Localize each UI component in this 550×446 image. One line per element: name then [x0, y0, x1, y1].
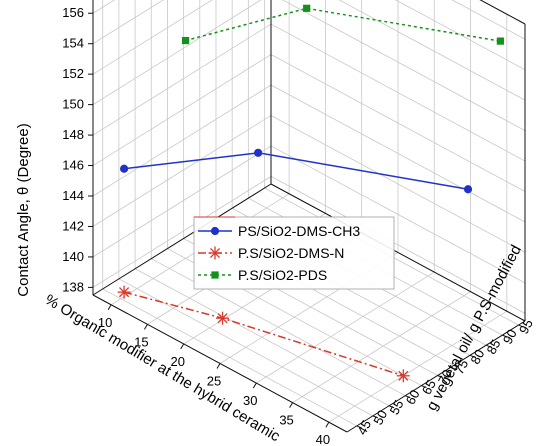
z-grid-left-wall: [92, 84, 272, 197]
floor-edge: [270, 183, 526, 322]
x-tick-mark: [289, 402, 294, 408]
z-grid-left-wall: [92, 0, 262, 105]
z-tick-label: 154: [62, 36, 84, 51]
x-grid-floor: [328, 310, 508, 423]
x-axis-title: % Organic modifier at the hybrid ceramic: [42, 291, 283, 445]
legend-label-3: P.S/SiO2-PDS: [238, 267, 327, 283]
y-axis-title: g vegetal oil/ g P.S-modified: [423, 242, 525, 413]
legend-box: [193, 216, 395, 290]
y-tick-mark: [405, 395, 411, 399]
x-tick-label: 30: [243, 393, 257, 408]
z-grid-left-wall: [92, 0, 164, 45]
y-tick-label: 45: [354, 418, 374, 438]
data-point-1: [119, 164, 129, 173]
y-axis-line: [346, 320, 526, 433]
z-grid-left-wall: [92, 0, 115, 14]
y-tick-label: 50: [370, 407, 390, 427]
data-point-1: [463, 185, 473, 194]
y-tick-label: 80: [467, 347, 487, 367]
z-tick-label: 150: [62, 97, 84, 112]
x-tick-mark: [252, 382, 257, 389]
x-tick-label: 20: [170, 354, 184, 369]
x-tick-label: 15: [134, 334, 148, 349]
floor-edge: [92, 183, 272, 296]
data-point-2: [396, 369, 410, 383]
x-tick-label: 35: [279, 413, 293, 428]
z-tick-label: 156: [62, 5, 84, 20]
z-grid-left-wall: [92, 54, 272, 166]
y-tick-label: 75: [451, 357, 471, 377]
z-grid-left-wall: [92, 176, 272, 288]
y-tick-label: 90: [500, 327, 520, 347]
y-tick-mark: [437, 375, 443, 378]
z-tick-label: 138: [62, 279, 84, 294]
z-tick-label: 146: [62, 158, 84, 173]
x-tick-mark: [216, 363, 221, 369]
data-point-3: [303, 4, 311, 12]
legend-label-1: PS/SiO2-DMS-CH3: [238, 223, 360, 239]
y-tick-mark: [469, 354, 476, 358]
y-tick-label: 60: [403, 387, 423, 407]
x-tick-label: 25: [207, 374, 221, 389]
z-tick-label: 152: [62, 66, 84, 81]
y-tick-label: 70: [435, 367, 455, 387]
y-tick-mark: [388, 405, 395, 409]
z-grid-left-wall: [92, 145, 272, 258]
series-line-3: [185, 7, 501, 42]
y-tick-mark: [518, 324, 524, 328]
series-layer: [117, 4, 504, 383]
legend-label-2: P.S/SiO2-DMS-N: [238, 245, 344, 261]
data-point-2: [117, 285, 131, 299]
series-line-1: [123, 152, 469, 190]
x-grid-floor: [256, 271, 435, 384]
z-axis-title: Contact Angle, θ (Degree): [15, 123, 32, 296]
z-grid-left-wall: [92, 0, 213, 75]
legend-marker-2: [208, 246, 222, 260]
x-tick-label: 10: [98, 315, 112, 330]
top-edge: [479, 0, 526, 25]
y-tick-label: 65: [419, 377, 439, 397]
y-tick-mark: [356, 425, 362, 429]
z-tick-label: 144: [62, 188, 84, 203]
legend: PS/SiO2-DMS-CH3 P.S/SiO2-DMS-N P.S/SiO2-PD…: [193, 216, 395, 290]
x-grid-floor: [292, 291, 471, 403]
y-tick-mark: [421, 385, 427, 389]
z-tick-labels: 138 140 142 144 146 148 150 152 154 156: [62, 5, 93, 294]
box-frame: [92, 0, 526, 433]
y-tick-label: 95: [516, 317, 536, 337]
z-tick-label: 142: [62, 218, 84, 233]
y-grid-floor: [102, 288, 357, 427]
x-tick-labels: 10 15 20 25 30 35 40: [98, 304, 330, 446]
data-point-1: [254, 148, 263, 157]
legend-marker-3: [211, 271, 219, 279]
y-tick-mark: [453, 364, 459, 368]
x-tick-label: 40: [316, 432, 330, 446]
z-tick-label: 140: [62, 249, 84, 264]
x-tick-mark: [325, 421, 330, 428]
y-tick-mark: [485, 344, 492, 348]
z-grid-left-wall: [92, 115, 272, 227]
z-grid-back-wall: [451, 0, 526, 40]
legend-marker-1: [210, 226, 220, 236]
y-tick-label: 55: [386, 397, 406, 417]
y-tick-mark: [372, 415, 379, 419]
x-tick-mark: [143, 324, 148, 330]
x-tick-mark: [180, 343, 185, 350]
data-point-2: [216, 311, 230, 325]
data-point-3: [181, 36, 190, 45]
y-tick-mark: [502, 334, 508, 338]
z-tick-label: 148: [62, 127, 84, 142]
data-point-3: [496, 37, 504, 45]
y-grid-floor: [134, 268, 390, 407]
x-tick-mark: [107, 304, 112, 311]
y-tick-label: 85: [484, 337, 504, 357]
z-grid-left-wall: [92, 23, 272, 136]
